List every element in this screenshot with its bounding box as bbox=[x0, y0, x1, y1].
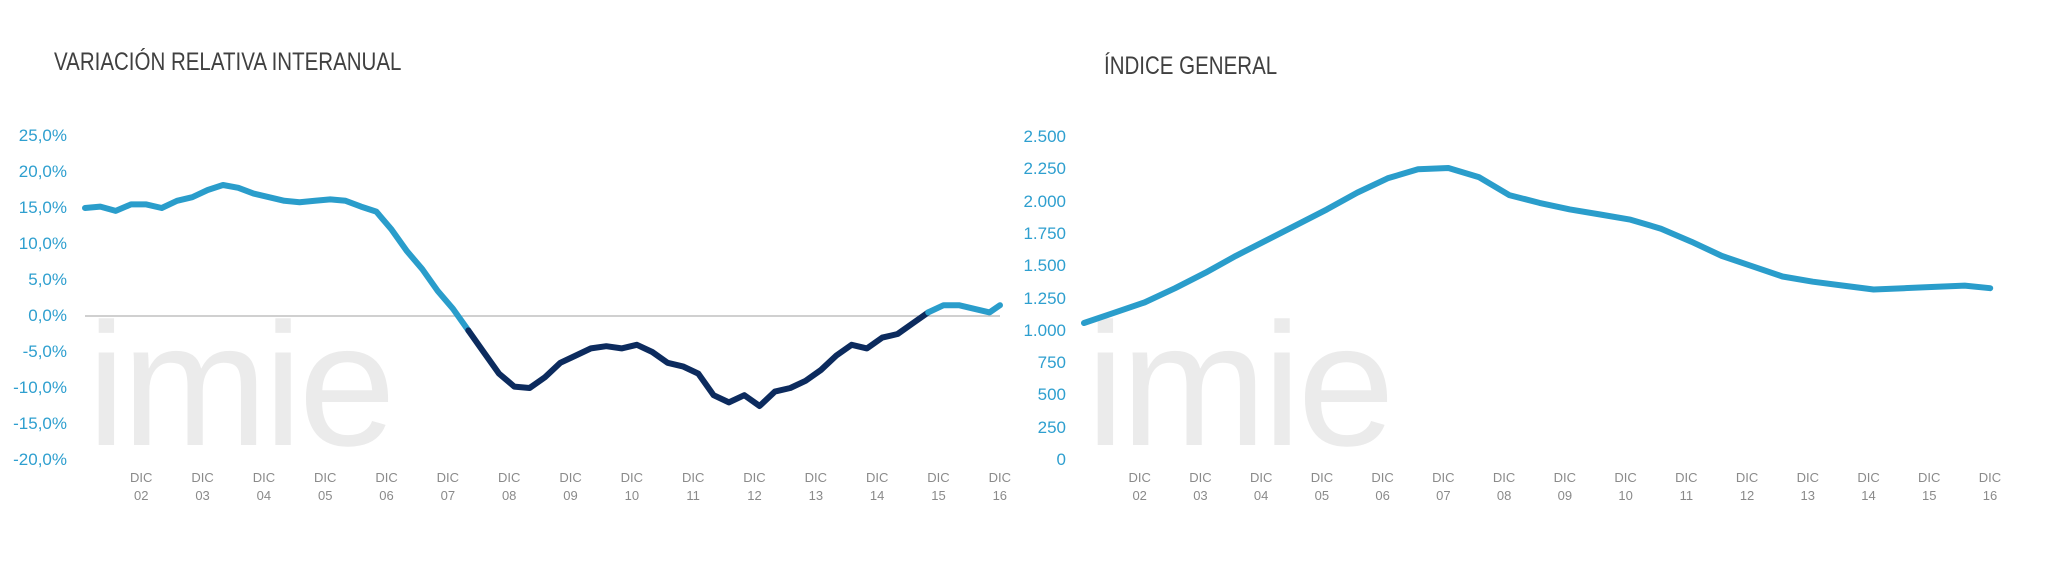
y-tick-label: 2.250 bbox=[1023, 159, 1066, 179]
x-tick-label: DIC 13 bbox=[804, 470, 828, 503]
x-tick-label: DIC 16 bbox=[988, 470, 1011, 503]
y-tick-label: 750 bbox=[1037, 353, 1066, 373]
x-tick-label: DIC 04 bbox=[252, 470, 276, 503]
x-tick-label: DIC 09 bbox=[559, 470, 582, 503]
y-tick-label: 25,0% bbox=[18, 126, 67, 145]
x-tick-label: DIC 11 bbox=[681, 470, 705, 503]
y-tick-label: 2.000 bbox=[1023, 191, 1066, 211]
y-tick-label: 1.750 bbox=[1023, 223, 1066, 243]
x-tick-label: DIC 15 bbox=[927, 470, 950, 503]
chart-title: VARIACIÓN RELATIVA INTERANUAL bbox=[54, 48, 402, 76]
y-tick-label: 0,0% bbox=[28, 306, 67, 325]
y-tick-label: 1.000 bbox=[1023, 320, 1066, 340]
x-tick-label: DIC 09 bbox=[1553, 470, 1577, 503]
y-tick-label: -15,0% bbox=[13, 414, 67, 433]
x-tick-label: DIC 14 bbox=[1857, 470, 1880, 503]
data-line bbox=[925, 302, 1003, 316]
data-line bbox=[465, 309, 932, 409]
x-tick-label: DIC 04 bbox=[1249, 470, 1273, 503]
x-tick-label: DIC 15 bbox=[1918, 470, 1941, 503]
y-tick-label: -10,0% bbox=[13, 378, 67, 397]
x-tick-label: DIC 10 bbox=[1614, 470, 1637, 503]
x-tick-label: DIC 05 bbox=[314, 470, 337, 503]
x-tick-label: DIC 08 bbox=[1492, 470, 1516, 503]
y-tick-label: -5,0% bbox=[22, 342, 67, 361]
data-line bbox=[1081, 165, 1994, 326]
y-tick-label: 250 bbox=[1037, 417, 1066, 437]
x-tick-label: DIC 10 bbox=[620, 470, 644, 503]
x-tick-label: DIC 03 bbox=[1189, 470, 1212, 503]
x-tick-label: DIC 14 bbox=[865, 470, 889, 503]
y-tick-label: 0 bbox=[1056, 450, 1066, 469]
x-tick-label: DIC 02 bbox=[1128, 470, 1151, 503]
y-tick-label: 2.500 bbox=[1023, 127, 1066, 146]
data-line bbox=[82, 182, 472, 334]
x-tick-label: DIC 07 bbox=[436, 470, 460, 503]
x-tick-label: DIC 06 bbox=[375, 470, 398, 503]
watermark: imie bbox=[1086, 288, 1395, 483]
y-tick-label: 15,0% bbox=[18, 198, 67, 217]
x-tick-label: DIC 11 bbox=[1675, 470, 1698, 503]
x-tick-label: DIC 08 bbox=[497, 470, 521, 503]
x-tick-label: DIC 12 bbox=[1735, 470, 1759, 503]
x-tick-label: DIC 12 bbox=[743, 470, 766, 503]
x-tick-label: DIC 13 bbox=[1796, 470, 1819, 503]
x-tick-label: DIC 06 bbox=[1371, 470, 1394, 503]
x-tick-label: DIC 05 bbox=[1310, 470, 1334, 503]
x-tick-label: DIC 07 bbox=[1432, 470, 1455, 503]
x-tick-label: DIC 02 bbox=[130, 470, 153, 503]
y-tick-label: 20,0% bbox=[18, 162, 67, 181]
x-tick-label: DIC 03 bbox=[191, 470, 214, 503]
chart-title: ÍNDICE GENERAL bbox=[1104, 52, 1278, 80]
y-tick-label: -20,0% bbox=[13, 450, 67, 469]
y-tick-label: 10,0% bbox=[18, 234, 67, 253]
y-tick-label: 1.500 bbox=[1023, 256, 1066, 276]
y-tick-label: 500 bbox=[1037, 385, 1066, 405]
y-tick-label: 1.250 bbox=[1023, 288, 1066, 308]
y-tick-label: 5,0% bbox=[28, 270, 67, 289]
watermark: imie bbox=[87, 288, 396, 483]
x-tick-label: DIC 16 bbox=[1978, 470, 2002, 503]
